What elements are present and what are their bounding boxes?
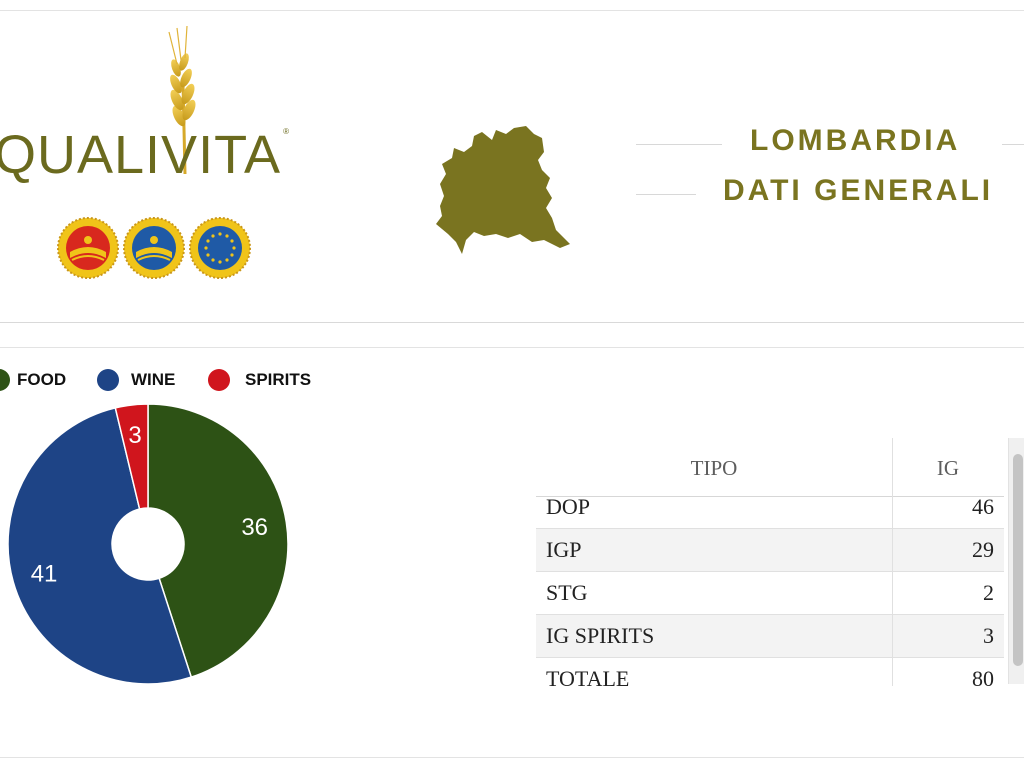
footer-divider xyxy=(0,757,1024,758)
cell-ig: 80 xyxy=(972,666,994,686)
title-rule-left-1 xyxy=(636,144,722,145)
cell-tipo: TOTALE xyxy=(546,666,630,686)
cell-tipo: IGP xyxy=(546,537,582,562)
title-rule-left-2 xyxy=(636,194,696,195)
table-row: IG SPIRITS 3 xyxy=(536,615,1004,658)
logo-wordmark: QUALIVITA ® xyxy=(0,125,290,185)
region-title: LOMBARDIA xyxy=(750,124,961,157)
table-row: DOP 46 xyxy=(536,486,1004,529)
title-rule-right-1 xyxy=(1002,144,1024,145)
data-label-wine: 41 xyxy=(31,560,58,587)
cell-tipo: STG xyxy=(546,580,588,605)
top-divider xyxy=(0,10,1024,11)
legend-item-spirits[interactable]: SPIRITS xyxy=(208,367,311,393)
header-bottom-divider xyxy=(0,322,1024,323)
cell-ig: 2 xyxy=(983,580,994,605)
data-label-spirits: 3 xyxy=(128,422,141,449)
cell-tipo: DOP xyxy=(546,494,591,519)
certification-seals xyxy=(56,216,256,280)
cell-tipo: IG SPIRITS xyxy=(546,623,655,648)
table-row: IGP 29 xyxy=(536,529,1004,572)
legend-dot-food xyxy=(0,369,10,391)
table-row: STG 2 xyxy=(536,572,1004,615)
legend-dot-spirits xyxy=(208,369,230,391)
legend-label-spirits: SPIRITS xyxy=(245,370,312,389)
page-subtitle: DATI GENERALI xyxy=(723,174,994,207)
legend-label-wine: WINE xyxy=(131,370,176,389)
column-header-ig[interactable]: IG xyxy=(936,456,960,480)
column-divider xyxy=(892,438,893,686)
ig-table: TIPO IG DOP 46 IGP 29 STG 2 IG SPIRITS 3… xyxy=(536,438,1024,686)
cell-ig: 29 xyxy=(972,537,994,562)
qualivita-logo: QUALIVITA ® xyxy=(0,24,330,184)
table-header: TIPO IG xyxy=(536,438,1004,497)
column-header-tipo[interactable]: TIPO xyxy=(690,456,738,480)
cell-ig: 3 xyxy=(983,623,994,648)
legend-item-wine[interactable]: WINE xyxy=(97,367,175,393)
stg-seal-icon xyxy=(189,217,251,279)
page-title-block: LOMBARDIA DATI GENERALI xyxy=(636,124,1024,224)
igp-seal-icon xyxy=(123,217,185,279)
dop-seal-icon xyxy=(57,217,119,279)
table-scrollbar[interactable] xyxy=(1008,438,1024,684)
legend-item-food[interactable]: FOOD xyxy=(0,367,66,393)
table-body: DOP 46 IGP 29 STG 2 IG SPIRITS 3 TOTALE … xyxy=(536,486,1004,686)
donut-slice-wine[interactable] xyxy=(7,406,193,685)
data-label-food: 36 xyxy=(241,514,268,541)
donut-slice-spirits[interactable] xyxy=(114,403,149,510)
donut-chart: 36 41 3 xyxy=(7,403,289,685)
table-row: TOTALE 80 xyxy=(536,658,1004,686)
legend-dot-wine xyxy=(97,369,119,391)
wheat-ear-icon xyxy=(168,25,196,175)
cell-ig: 46 xyxy=(972,494,994,519)
legend-label-food: FOOD xyxy=(17,370,67,389)
section-divider xyxy=(0,347,1024,348)
lombardia-map-icon xyxy=(436,126,570,254)
table-scrollbar-thumb[interactable] xyxy=(1013,454,1023,666)
donut-slice-food[interactable] xyxy=(147,403,289,679)
